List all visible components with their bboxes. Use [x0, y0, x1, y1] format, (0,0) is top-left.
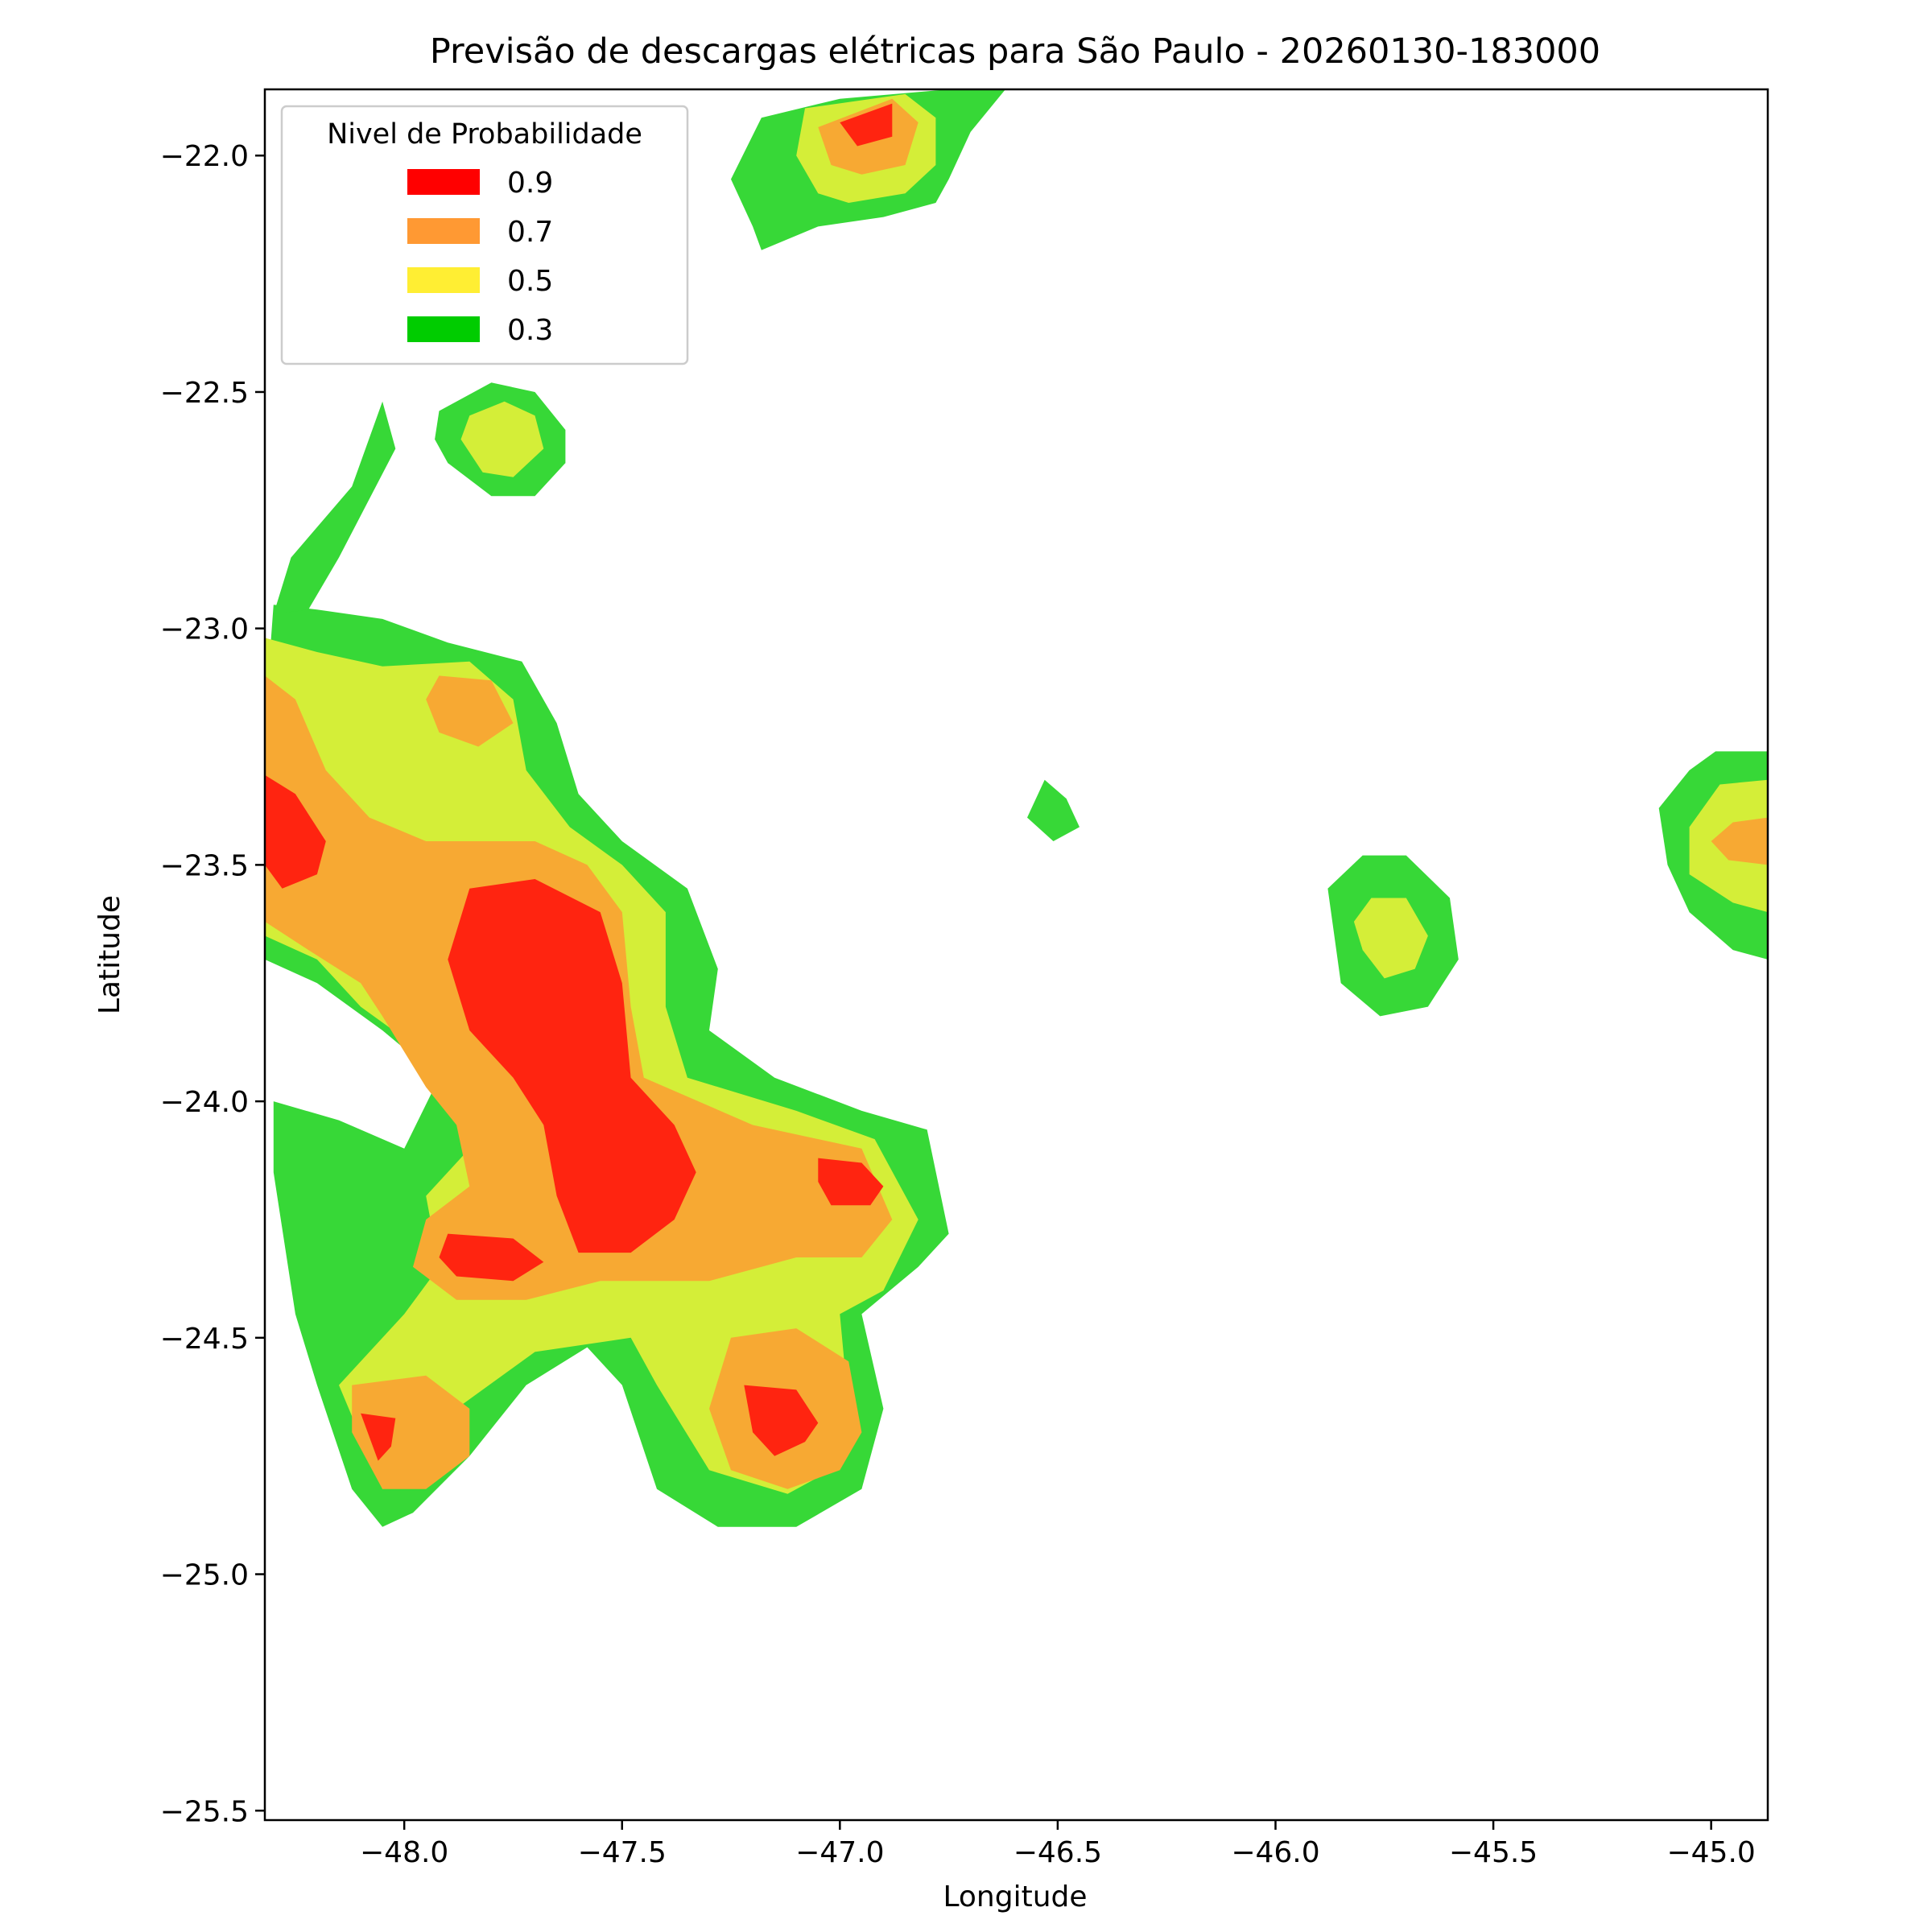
- legend-entry-label: 0.7: [507, 216, 553, 249]
- contour-region-main-0.9-s: [439, 1233, 544, 1282]
- y-tick-label: −23.0: [160, 613, 249, 646]
- x-tick-label: −46.0: [1231, 1836, 1319, 1869]
- contour-region-edge-0.7: [1711, 817, 1768, 865]
- contour-regions: [265, 89, 1768, 1527]
- legend-swatch: [407, 169, 480, 195]
- x-tick-label: −47.5: [578, 1836, 667, 1869]
- x-tick-label: −45.0: [1666, 1836, 1755, 1869]
- x-tick-label: −47.0: [795, 1836, 884, 1869]
- x-axis: −48.0 −47.5 −47.0 −46.5 −46.0 −45.5 −45.0: [360, 1820, 1756, 1869]
- y-tick-label: −22.5: [160, 377, 249, 410]
- legend-title: Nivel de Probabilidade: [327, 118, 642, 151]
- contour-region-n-0.5: [460, 401, 544, 477]
- contour-region-e-0.5: [1353, 898, 1428, 979]
- chart-title: Previsão de descargas elétricas para São…: [430, 31, 1600, 72]
- contour-region-main-0.9-e: [818, 1158, 884, 1206]
- legend-entry-label: 0.5: [507, 265, 553, 298]
- y-tick-label: −24.5: [160, 1323, 249, 1356]
- x-tick-label: −46.5: [1013, 1836, 1102, 1869]
- y-axis: −22.0 −22.5 −23.0 −23.5 −24.0 −24.5 −25.0 −25.5: [160, 140, 265, 1828]
- plot-frame: [263, 88, 1769, 1822]
- y-tick-label: −24.0: [160, 1086, 249, 1119]
- legend-entries: 0.9 0.7 0.5 0.3: [407, 167, 553, 347]
- legend-swatch: [407, 316, 480, 342]
- y-tick-label: −25.0: [160, 1559, 249, 1592]
- legend: Nivel de Probabilidade 0.9 0.7 0.5 0.3: [280, 105, 689, 365]
- legend-swatch: [407, 218, 480, 244]
- y-tick-label: −22.0: [160, 140, 249, 173]
- contour-region-main-0.9-se: [744, 1385, 819, 1456]
- legend-entry-label: 0.3: [507, 314, 553, 347]
- legend-entry-label: 0.9: [507, 167, 553, 200]
- y-axis-label: Latitude: [93, 895, 126, 1014]
- y-tick-label: −23.5: [160, 849, 249, 882]
- contour-region-main-0.9-sw: [361, 1413, 396, 1461]
- y-tick-label: −25.5: [160, 1795, 249, 1828]
- x-tick-label: −45.5: [1449, 1836, 1538, 1869]
- contour-region-w-arc-0.3: [273, 401, 396, 614]
- x-axis-label: Longitude: [943, 1880, 1087, 1913]
- contour-region-main-0.7-north: [426, 675, 514, 747]
- contour-region-main-0.9-core: [448, 879, 696, 1253]
- contour-region-isl-0.3: [1027, 779, 1080, 841]
- contour-region-main-0.7-sw: [352, 1375, 470, 1489]
- contour-region-main-0.9-west: [265, 774, 326, 889]
- legend-box: [280, 105, 689, 365]
- contour-region-ne-0.9: [840, 103, 893, 147]
- legend-swatch: [407, 267, 480, 293]
- x-tick-label: −48.0: [360, 1836, 448, 1869]
